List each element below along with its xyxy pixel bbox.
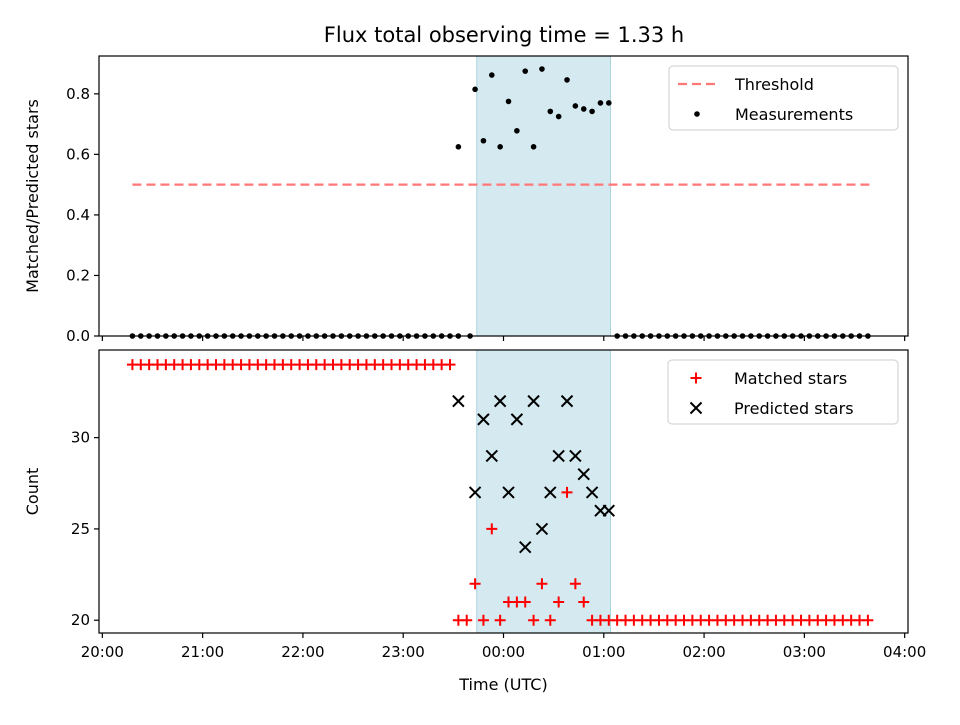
legend-label: Predicted stars	[734, 399, 854, 418]
y-tick-label: 20	[71, 611, 90, 629]
observing-window-span	[476, 55, 611, 337]
matched-star-point	[561, 486, 573, 498]
matched-star-point	[477, 614, 489, 626]
legend: Threshold Measurements	[668, 65, 899, 131]
predicted-star-point	[552, 449, 565, 463]
predicted-star-point	[585, 486, 599, 499]
predicted-star-point	[510, 413, 524, 426]
predicted-star-point	[519, 540, 532, 554]
legend-label: Matched stars	[734, 369, 847, 388]
y-axis-label: Matched/Predicted stars	[23, 99, 42, 293]
measurement-point	[488, 72, 495, 78]
x-tick-label: 21:00	[181, 643, 224, 661]
predicted-star-point	[544, 486, 557, 499]
measurement-point	[547, 108, 554, 115]
x-tick-label: 04:00	[883, 643, 926, 661]
matched-star-point	[544, 614, 556, 626]
legend-box	[668, 65, 899, 131]
predicted-star-point	[502, 486, 515, 499]
x-tick-label: 23:00	[382, 643, 425, 661]
predicted-star-point	[560, 394, 574, 408]
measurement-point	[572, 103, 579, 109]
matched-star-point	[569, 578, 581, 590]
y-tick-label: 0.4	[66, 206, 90, 224]
predicted-star-point	[527, 394, 540, 408]
matched-star-point	[444, 359, 456, 371]
top-panel-ratio: 0.0 0.2 0.4 0.6 0.8 Matched/Predicted stars Th…	[23, 55, 909, 345]
predicted-star-point	[477, 413, 490, 426]
legend-label: Measurements	[735, 105, 853, 124]
legend: Matched stars Predicted stars	[667, 359, 899, 425]
measurement-point	[455, 144, 462, 150]
x-tick-label: 02:00	[682, 643, 725, 661]
measurement-point	[530, 144, 537, 150]
measurement-point	[580, 106, 587, 112]
x-tick-label: 22:00	[281, 643, 324, 661]
x-axis-label: Time (UTC)	[458, 675, 547, 694]
matched-star-point	[486, 523, 498, 535]
measurement-point	[597, 100, 604, 106]
measurement-point	[472, 86, 478, 93]
measurement-point	[564, 77, 570, 83]
predicted-star-point	[452, 394, 465, 408]
y-tick-label: 30	[71, 429, 90, 447]
predicted-star-point	[535, 522, 549, 536]
predicted-star-point	[569, 449, 582, 463]
x-tick-label: 20:00	[81, 643, 124, 661]
matched-star-point	[519, 596, 531, 608]
measurement-point	[505, 98, 512, 105]
x-tick-label: 00:00	[482, 643, 525, 661]
matched-star-point	[469, 578, 481, 590]
y-tick-label: 0.8	[66, 85, 90, 103]
measurement-point	[589, 108, 595, 115]
x-tick-label: 03:00	[783, 643, 826, 661]
y-tick-label: 25	[71, 520, 90, 538]
measurement-point	[555, 113, 562, 120]
legend-box	[667, 359, 899, 425]
x-tick-label: 01:00	[582, 643, 625, 661]
matched-star-point	[536, 578, 548, 590]
predicted-star-point	[493, 394, 507, 408]
y-tick-label: 0.6	[66, 145, 90, 163]
bottom-panel-counts: 20 25 30 20:00 21:00 22:00 23:00 00:00 01:00 02:0…	[23, 349, 926, 694]
matched-star-point	[553, 596, 565, 608]
y-tick-label: 0.0	[66, 327, 90, 345]
y-tick-label: 0.2	[66, 266, 90, 284]
legend-label: Threshold	[734, 75, 814, 94]
measurement-point	[522, 68, 529, 74]
measurement-point	[497, 144, 503, 150]
measurement-point	[514, 127, 520, 134]
predicted-star-point	[577, 467, 590, 481]
measurement-point	[539, 66, 545, 72]
matched-star-point	[494, 614, 506, 626]
legend-predicted-swatch	[689, 401, 703, 415]
legend-measurement-swatch	[694, 111, 700, 117]
y-axis-label: Count	[23, 468, 42, 516]
predicted-star-point	[485, 449, 499, 463]
matched-star-point	[528, 614, 540, 626]
series-predicted-stars	[452, 394, 616, 554]
matched-star-point	[862, 614, 874, 626]
series-matched-stars	[126, 359, 874, 626]
chart-title: Flux total observing time = 1.33 h	[324, 23, 684, 47]
predicted-star-point	[602, 504, 616, 517]
legend-matched-swatch	[690, 372, 702, 384]
predicted-star-point	[468, 486, 482, 499]
measurement-point	[606, 100, 612, 106]
matched-star-point	[578, 596, 590, 608]
matched-star-point	[461, 614, 473, 626]
measurement-point	[480, 137, 487, 144]
